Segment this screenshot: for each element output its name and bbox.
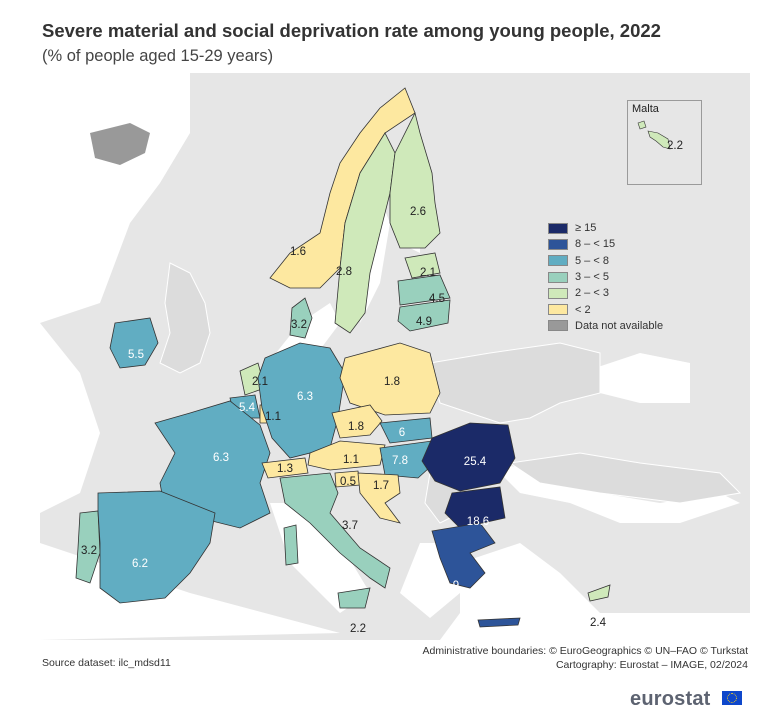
country-croatia[interactable] xyxy=(357,472,401,524)
label-slovenia: 0.5 xyxy=(340,476,356,488)
legend-item: ≥ 15 xyxy=(548,220,663,236)
country-cyprus[interactable] xyxy=(587,584,611,602)
legend-label: 8 – < 15 xyxy=(575,238,616,251)
country-lithuania[interactable] xyxy=(397,299,451,332)
country-italy[interactable] xyxy=(279,472,391,589)
label-czechia: 1.8 xyxy=(348,421,364,433)
country-shapes xyxy=(75,87,611,628)
country-norway[interactable] xyxy=(269,87,416,289)
label-cyprus: 2.4 xyxy=(590,617,607,629)
country-austria[interactable] xyxy=(307,440,386,471)
legend-swatch xyxy=(548,271,568,283)
label-belgium: 5.4 xyxy=(239,402,256,414)
label-slovakia: 6 xyxy=(399,427,405,439)
country-czechia[interactable] xyxy=(331,404,383,439)
non-eu-land xyxy=(159,262,742,524)
country-finland[interactable] xyxy=(389,111,441,249)
legend-label: 5 – < 8 xyxy=(575,254,609,267)
country-spain[interactable] xyxy=(97,490,216,604)
malta-inset-svg: 2.2 xyxy=(637,120,683,152)
country-bulgaria[interactable] xyxy=(444,486,506,529)
country-romania[interactable] xyxy=(421,422,516,492)
label-spain: 6.2 xyxy=(132,558,148,570)
legend-label: 3 – < 5 xyxy=(575,271,609,284)
map-subtitle: (% of people aged 15-29 years) xyxy=(42,47,274,65)
legend-item: 2 – < 3 xyxy=(548,285,663,301)
country-estonia[interactable] xyxy=(404,252,441,279)
label-hungary: 7.8 xyxy=(392,455,408,467)
country-poland[interactable] xyxy=(339,342,441,416)
country-switzerland[interactable] xyxy=(261,457,309,479)
label-poland: 1.8 xyxy=(384,376,400,388)
sea-area xyxy=(40,73,750,640)
country-sardinia[interactable] xyxy=(283,524,299,566)
label-greece: 14.9 xyxy=(437,580,459,592)
label-france: 6.3 xyxy=(213,452,229,464)
label-luxembourg: 1.1 xyxy=(265,411,281,423)
label-croatia: 1.7 xyxy=(373,480,389,492)
legend-item: 8 – < 15 xyxy=(548,236,663,252)
label-bulgaria: 18.6 xyxy=(467,516,489,528)
country-sicily[interactable] xyxy=(337,587,371,609)
country-sweden[interactable] xyxy=(334,132,396,334)
label-lithuania: 4.9 xyxy=(416,316,432,328)
country-slovakia[interactable] xyxy=(379,417,433,444)
legend-item: < 2 xyxy=(548,301,663,317)
label-ireland: 5.5 xyxy=(128,349,144,361)
malta-shape[interactable] xyxy=(637,120,671,150)
malta-value: 2.2 xyxy=(667,140,683,152)
label-romania: 25.4 xyxy=(464,456,487,468)
label-portugal: 3.2 xyxy=(81,545,97,557)
country-crete[interactable] xyxy=(477,617,521,628)
country-latvia[interactable] xyxy=(397,274,451,306)
label-germany: 6.3 xyxy=(297,391,313,403)
credits: Administrative boundaries: © EuroGeograp… xyxy=(422,644,748,672)
legend-item: 5 – < 8 xyxy=(548,253,663,269)
malta-inset-title: Malta xyxy=(632,103,659,115)
legend-item: Data not available xyxy=(548,318,663,334)
label-austria: 1.1 xyxy=(343,454,359,466)
label-finland: 2.6 xyxy=(410,206,426,218)
legend-swatch xyxy=(548,320,568,332)
legend-item: 3 – < 5 xyxy=(548,269,663,285)
map-svg: 1.6 2.8 2.6 2.1 4.5 4.9 3.2 5.5 2.1 5.4 … xyxy=(40,73,750,640)
legend-swatch xyxy=(548,287,568,299)
label-sweden: 2.8 xyxy=(336,266,352,278)
legend: ≥ 15 8 – < 15 5 – < 8 3 – < 5 2 – < 3 < … xyxy=(548,220,663,334)
malta-inset: 2.2 Malta xyxy=(627,100,702,185)
label-netherlands: 2.1 xyxy=(252,376,268,388)
credit-cartography: Cartography: Eurostat – IMAGE, 02/2024 xyxy=(555,659,748,671)
label-switzerland: 1.3 xyxy=(277,463,293,475)
legend-label: < 2 xyxy=(575,303,591,316)
source-note: Source dataset: ilc_mdsd11 xyxy=(42,657,171,669)
legend-swatch xyxy=(548,255,568,267)
legend-label: ≥ 15 xyxy=(575,222,597,235)
legend-swatch xyxy=(548,238,568,250)
label-latvia: 4.5 xyxy=(429,293,445,305)
country-greece[interactable] xyxy=(431,522,496,589)
label-denmark: 3.2 xyxy=(291,319,307,331)
eurostat-logo: eurostat xyxy=(630,688,711,710)
label-norway: 1.6 xyxy=(290,246,306,258)
credit-boundaries: Administrative boundaries: © EuroGeograp… xyxy=(422,645,748,657)
label-sicily: 2.2 xyxy=(350,623,366,635)
eu-flag-icon xyxy=(722,691,742,705)
label-italy: 3.7 xyxy=(342,520,358,532)
legend-label: Data not available xyxy=(575,319,664,332)
legend-swatch xyxy=(548,304,568,316)
legend-label: 2 – < 3 xyxy=(575,287,609,300)
country-denmark[interactable] xyxy=(289,297,313,339)
legend-swatch xyxy=(548,222,568,234)
label-estonia: 2.1 xyxy=(420,267,436,279)
iceland xyxy=(90,123,150,165)
country-france[interactable] xyxy=(154,400,271,529)
map-title: Severe material and social deprivation r… xyxy=(42,20,661,41)
country-ireland[interactable] xyxy=(109,317,159,369)
